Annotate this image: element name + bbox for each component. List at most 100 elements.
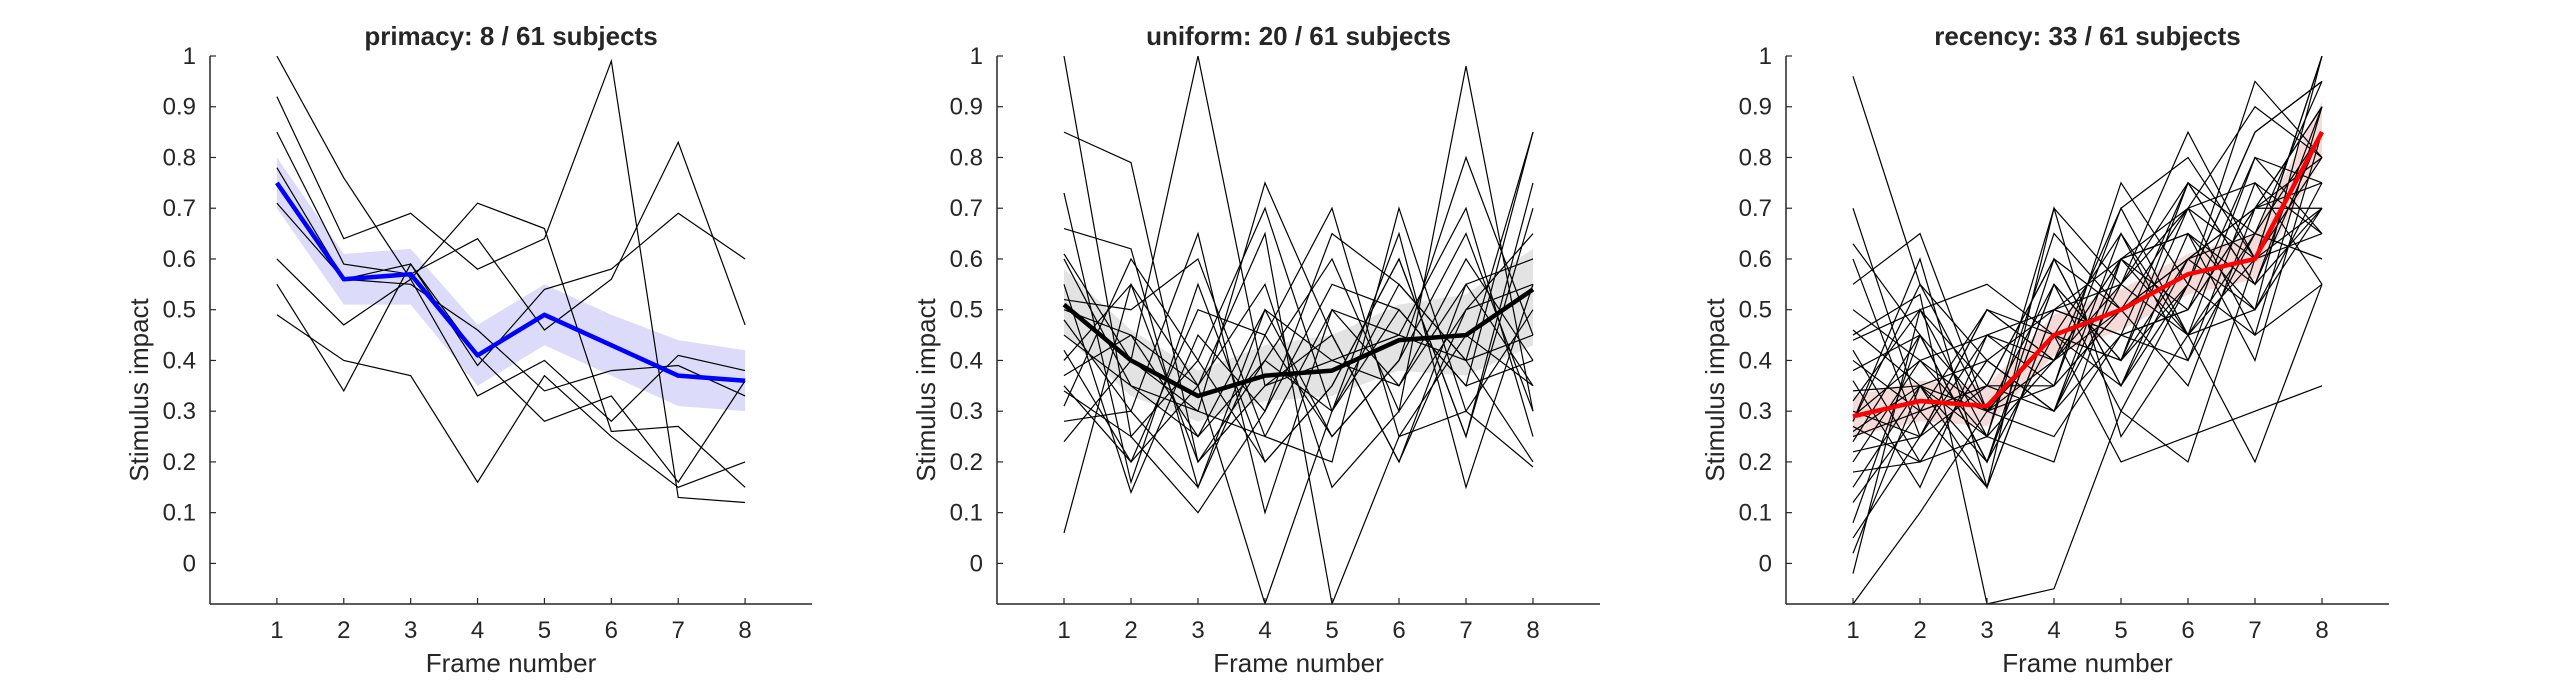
y-tick-label: 0.8: [163, 144, 196, 171]
y-tick-label: 0.4: [950, 347, 983, 374]
y-tick-label: 0.3: [163, 398, 196, 425]
panel-2: 0 0.1 0.2 0.3 0.4 0.5 0.6 0.7 0.8 0.9 1 1 2 3 4 5 6 7 8 Fra…: [911, 21, 1600, 678]
x-tick-label: 6: [605, 617, 618, 644]
subject-line-14: [1852, 56, 2323, 402]
y-tick-label: 0.2: [163, 449, 196, 476]
y-tick-label: 1: [970, 43, 983, 70]
subject-line-29: [1852, 181, 2323, 554]
y-tick-label: 0.6: [163, 246, 196, 273]
y-tick-label: 0.4: [1739, 347, 1772, 374]
y-tick-label: 0.1: [163, 500, 196, 527]
y-tick-label: 0.4: [163, 347, 196, 374]
x-tick-label: 5: [2114, 617, 2127, 644]
subject-line-7: [276, 262, 746, 484]
x-tick-label: 2: [1913, 617, 1926, 644]
y-tick-label: 1: [1759, 43, 1772, 70]
plot-area: [275, 56, 746, 504]
subject-line-32: [1852, 334, 2323, 604]
panel-1: 0 0.1 0.2 0.3 0.4 0.5 0.6 0.7 0.8 0.9 1 1 2 3 4 5 6 7 8 Fra…: [124, 21, 812, 678]
x-tick-label: 4: [2047, 617, 2060, 644]
x-tick-label: 6: [2181, 617, 2194, 644]
y-tick-label: 0.7: [163, 195, 196, 222]
subject-line-30: [1852, 81, 2323, 574]
x-axis-label: Frame number: [426, 648, 597, 678]
y-tick-label: 0: [970, 550, 983, 577]
subject-line-31: [1852, 56, 2323, 604]
y-tick-label: 0.9: [1739, 94, 1772, 121]
subject-line-20: [1063, 231, 1534, 604]
subject-line-15: [1063, 232, 1534, 489]
x-axis-label: Frame number: [1213, 648, 1384, 678]
y-tick-label: 0.3: [1739, 398, 1772, 425]
x-tick-label: 2: [1124, 617, 1137, 644]
x-tick-label: 4: [471, 617, 484, 644]
plot-area: [1852, 56, 2324, 604]
y-tick-label: 0.1: [950, 500, 983, 527]
y-axis-label: Stimulus impact: [1700, 297, 1730, 481]
panel-title: primacy: 8 / 61 subjects: [364, 21, 657, 51]
y-tick-label: 0.8: [950, 144, 983, 171]
panel-3: 0 0.1 0.2 0.3 0.4 0.5 0.6 0.7 0.8 0.9 1 1 2 3 4 5 6 7 8 Fra…: [1700, 21, 2389, 678]
y-tick-label: 0.5: [950, 297, 983, 324]
subject-line-2: [1852, 56, 2323, 413]
subject-line-8: [276, 314, 746, 488]
x-tick-label: 1: [1846, 617, 1859, 644]
y-tick-label: 0.2: [950, 449, 983, 476]
x-tick-label: 8: [738, 617, 751, 644]
x-tick-label: 1: [1057, 617, 1070, 644]
subject-line-8: [1063, 231, 1534, 515]
subject-line-10: [1063, 206, 1534, 464]
x-tick-label: 1: [270, 617, 283, 644]
y-tick-label: 1: [183, 43, 196, 70]
y-tick-label: 0.6: [950, 246, 983, 273]
subject-line-16: [1852, 182, 2323, 438]
y-tick-label: 0.7: [1739, 195, 1772, 222]
x-tick-label: 3: [1191, 617, 1204, 644]
y-axis-label: Stimulus impact: [911, 297, 941, 481]
x-tick-label: 2: [337, 617, 350, 644]
plot-area: [1062, 56, 1535, 604]
y-axis-label: Stimulus impact: [124, 297, 154, 481]
x-tick-label: 4: [1258, 617, 1271, 644]
y-tick-label: 0.6: [1739, 246, 1772, 273]
mean-line: [1062, 287, 1535, 399]
y-tick-label: 0.5: [1739, 297, 1772, 324]
x-tick-label: 7: [1459, 617, 1472, 644]
subject-line-24: [1852, 182, 2323, 473]
subject-line-14: [1063, 182, 1534, 463]
subject-line-18: [1852, 156, 2323, 463]
x-tick-label: 5: [538, 617, 551, 644]
x-tick-label: 7: [2248, 617, 2261, 644]
confidence-band: [1853, 101, 2322, 437]
subject-line-2: [276, 58, 746, 504]
subject-line-6: [276, 258, 746, 423]
subject-line-18: [1063, 283, 1534, 438]
y-tick-label: 0.5: [163, 297, 196, 324]
x-tick-label: 6: [1392, 617, 1405, 644]
y-tick-label: 0.3: [950, 398, 983, 425]
subject-line-2: [1063, 66, 1534, 464]
mean-line: [275, 181, 746, 383]
y-tick-label: 0.8: [1739, 144, 1772, 171]
x-tick-label: 3: [1980, 617, 1993, 644]
panel-title: uniform: 20 / 61 subjects: [1146, 21, 1451, 51]
x-tick-label: 8: [1526, 617, 1539, 644]
y-tick-label: 0: [183, 550, 196, 577]
y-tick-label: 0: [1759, 550, 1772, 577]
x-axis-label: Frame number: [2002, 648, 2173, 678]
y-tick-label: 0.7: [950, 195, 983, 222]
y-tick-label: 0.9: [163, 94, 196, 121]
confidence-band: [1064, 248, 1533, 422]
y-tick-label: 0.1: [1739, 500, 1772, 527]
subject-line-28: [1852, 157, 2323, 539]
x-tick-label: 3: [404, 617, 417, 644]
subject-line-3: [276, 131, 746, 331]
x-tick-label: 5: [1325, 617, 1338, 644]
panel-title: recency: 33 / 61 subjects: [1934, 21, 2240, 51]
subject-line-19: [1063, 131, 1534, 604]
x-tick-label: 8: [2315, 617, 2328, 644]
x-tick-label: 7: [672, 617, 685, 644]
y-tick-label: 0.9: [950, 94, 983, 121]
y-tick-label: 0.2: [1739, 449, 1772, 476]
